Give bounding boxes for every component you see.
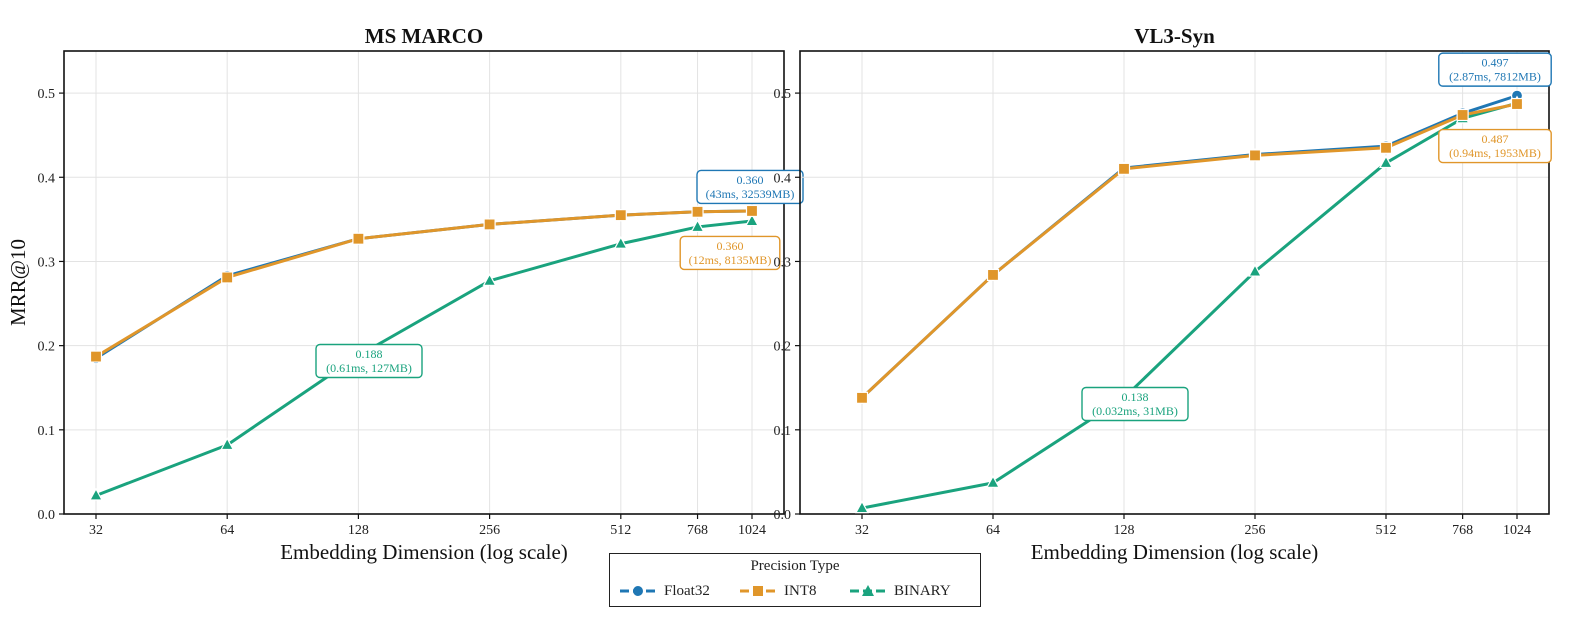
- annotation-detail: (0.94ms, 1953MB): [1449, 146, 1541, 160]
- legend-label-float32: Float32: [664, 582, 710, 599]
- point-int8: [1248, 149, 1262, 162]
- annotation-float32: 0.360(43ms, 32539MB): [696, 169, 804, 205]
- y-tick-label: 0.1: [774, 424, 792, 439]
- annotation-detail: (12ms, 8135MB): [689, 253, 772, 267]
- legend: Precision Type Float32 INT8 BINARY: [609, 553, 981, 607]
- annotation-float32: 0.497(2.87ms, 7812MB): [1438, 52, 1552, 87]
- legend-label-binary: BINARY: [894, 582, 951, 599]
- y-tick-label: 0.3: [774, 255, 792, 270]
- point-binary: [854, 500, 870, 514]
- annotation-box: [696, 169, 804, 205]
- point-int8: [1456, 108, 1469, 122]
- point-binary: [220, 437, 235, 451]
- annotation-value: 0.360: [737, 173, 764, 187]
- annotation-box: [1081, 386, 1189, 422]
- annotation-value: 0.497: [1482, 56, 1509, 70]
- point-binary: [1247, 263, 1263, 277]
- point-int8: [691, 205, 704, 218]
- point-int8: [352, 232, 365, 245]
- plot-frame: [63, 50, 785, 515]
- point-int8: [1510, 97, 1524, 111]
- annotation-detail: (0.032ms, 31MB): [1092, 404, 1178, 418]
- point-binary: [1378, 155, 1394, 169]
- annotation-value: 0.188: [356, 347, 383, 361]
- annotation-value: 0.360: [717, 239, 744, 253]
- y-tick-label: 0.3: [38, 255, 56, 270]
- x-axis-label: Embedding Dimension (log scale): [280, 540, 568, 564]
- x-tick-label: 512: [1376, 523, 1397, 538]
- x-tick-label: 512: [610, 523, 631, 538]
- x-tick-label: 768: [1452, 523, 1473, 538]
- annotation-detail: (0.61ms, 127MB): [326, 361, 412, 375]
- series-line-binary: [95, 219, 753, 497]
- series-line-int8: [860, 102, 1518, 399]
- legend-binary-swatch-icon: [850, 585, 886, 596]
- x-tick-label: 64: [986, 523, 1000, 538]
- x-tick-label: 32: [89, 523, 103, 538]
- y-tick-label: 0.4: [774, 171, 792, 186]
- point-int8: [986, 268, 1000, 282]
- point-int8: [1117, 162, 1131, 175]
- x-tick-label: 256: [479, 523, 500, 538]
- y-tick-label: 0.2: [38, 340, 56, 355]
- x-tick-label: 128: [1114, 523, 1135, 538]
- plot-frame: [799, 50, 1550, 515]
- point-int8: [89, 350, 103, 363]
- point-int8: [614, 209, 627, 222]
- y-tick-label: 0.5: [774, 87, 792, 102]
- annotation-int8: 0.487(0.94ms, 1953MB): [1438, 128, 1552, 164]
- point-int8: [221, 271, 234, 284]
- legend-label-int8: INT8: [784, 582, 817, 599]
- point-binary: [482, 273, 497, 286]
- legend-int8-swatch-icon: [740, 586, 776, 596]
- annotation-detail: (2.87ms, 7812MB): [1449, 70, 1541, 84]
- legend-item-float32: Float32: [618, 581, 710, 601]
- point-int8: [855, 391, 869, 404]
- annotation-box: [679, 235, 781, 271]
- legend-title: Precision Type: [750, 558, 840, 574]
- point-binary: [690, 219, 705, 233]
- series-line-float32: [860, 94, 1518, 399]
- legend-float32-swatch-icon: [620, 586, 656, 596]
- point-binary: [88, 487, 104, 501]
- x-tick-label: 1024: [738, 523, 766, 538]
- annotation-binary: 0.188(0.61ms, 127MB): [315, 343, 423, 379]
- annotation-int8: 0.360(12ms, 8135MB): [679, 235, 781, 271]
- y-tick-label: 0.0: [774, 508, 792, 523]
- chart-title: MS MARCO: [365, 24, 483, 48]
- legend-item-int8: INT8: [738, 581, 817, 601]
- point-binary: [985, 475, 1001, 488]
- x-tick-label: 32: [855, 523, 869, 538]
- annotation-detail: (43ms, 32539MB): [706, 187, 795, 201]
- x-tick-label: 64: [220, 523, 234, 538]
- x-tick-label: 256: [1245, 523, 1266, 538]
- y-tick-label: 0.1: [38, 424, 56, 439]
- x-tick-label: 768: [687, 523, 708, 538]
- x-axis-label: Embedding Dimension (log scale): [1031, 540, 1319, 564]
- annotation-value: 0.487: [1482, 132, 1509, 146]
- y-tick-label: 0.4: [38, 171, 56, 186]
- y-tick-label: 0.5: [38, 87, 56, 102]
- annotation-box: [1438, 128, 1552, 164]
- point-int8: [1379, 141, 1393, 154]
- y-axis-label: MRR@10: [6, 239, 30, 326]
- point-binary: [613, 236, 628, 249]
- series-line-int8: [95, 209, 753, 358]
- y-tick-label: 0.0: [38, 508, 56, 523]
- panel-vl3-syn: 32 64 128 256 512 768 1024 0.0 0.1 0.2 0.3 0.4 0.5 VL…: [774, 24, 1552, 564]
- annotation-binary: 0.138(0.032ms, 31MB): [1081, 386, 1189, 422]
- x-tick-label: 128: [348, 523, 369, 538]
- chart-title: VL3-Syn: [1134, 24, 1215, 48]
- y-tick-label: 0.2: [774, 340, 792, 355]
- annotation-box: [315, 343, 423, 379]
- point-int8: [483, 218, 496, 231]
- annotation-box: [1438, 52, 1552, 87]
- legend-item-binary: BINARY: [848, 581, 951, 601]
- annotation-value: 0.138: [1122, 390, 1149, 404]
- point-binary: [744, 213, 760, 227]
- x-tick-label: 1024: [1503, 523, 1531, 538]
- panel-ms-marco: 32 64 128 256 512 768 1024 0.0 0.1 0.2 0.3 0.4 0.5 MS…: [6, 24, 804, 564]
- point-int8: [745, 204, 759, 218]
